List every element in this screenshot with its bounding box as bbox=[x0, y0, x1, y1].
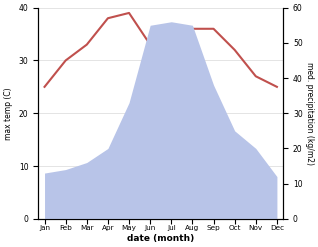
X-axis label: date (month): date (month) bbox=[127, 234, 194, 243]
Y-axis label: med. precipitation (kg/m2): med. precipitation (kg/m2) bbox=[305, 62, 314, 165]
Y-axis label: max temp (C): max temp (C) bbox=[4, 87, 13, 140]
